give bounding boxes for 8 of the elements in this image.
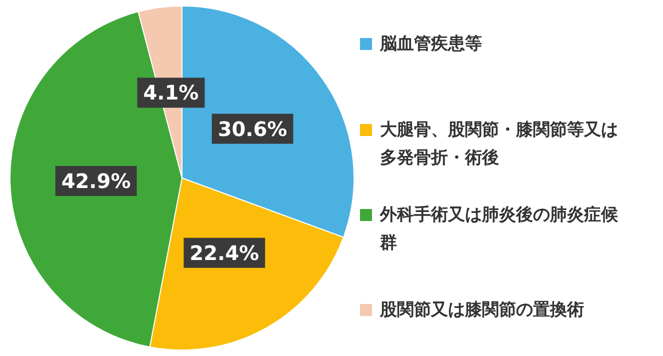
data-label: 4.1% — [143, 80, 199, 105]
legend-label: 大腿骨、股関節・膝関節等又は多発骨折・術後 — [380, 119, 619, 170]
data-label: 30.6% — [218, 116, 288, 141]
legend-label: 脳血管疾患等 — [380, 33, 482, 56]
data-label: 22.4% — [190, 240, 260, 265]
legend-label: 外科手術又は肺炎後の肺炎症候群 — [380, 204, 619, 255]
legend-label: 股関節又は膝関節の置換術 — [380, 299, 584, 322]
data-label: 42.9% — [61, 168, 131, 193]
